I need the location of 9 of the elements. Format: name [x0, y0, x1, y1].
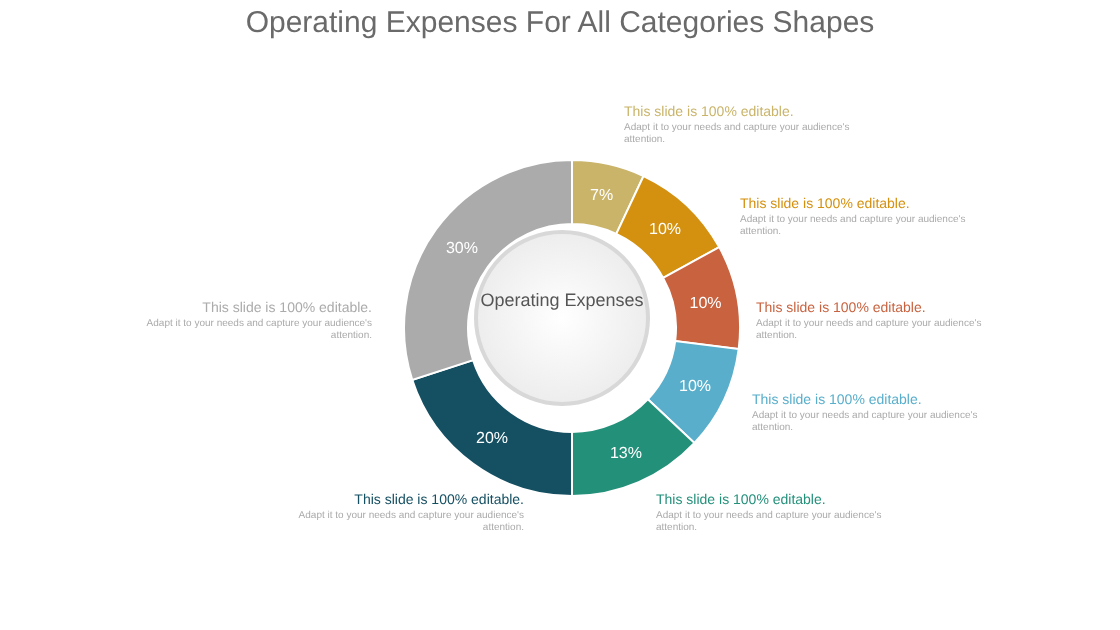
data-label: 10%: [679, 376, 712, 395]
data-label: 7%: [590, 186, 614, 205]
data-label: 10%: [689, 293, 722, 312]
chart-title: Operating Expenses For All Categories Shapes: [243, 6, 877, 40]
data-label: 10%: [649, 219, 682, 238]
text: Operating Expenses: [478, 288, 646, 314]
data-label: 30%: [445, 239, 478, 258]
data-label: 13%: [610, 443, 643, 462]
data-label: 20%: [476, 429, 509, 448]
